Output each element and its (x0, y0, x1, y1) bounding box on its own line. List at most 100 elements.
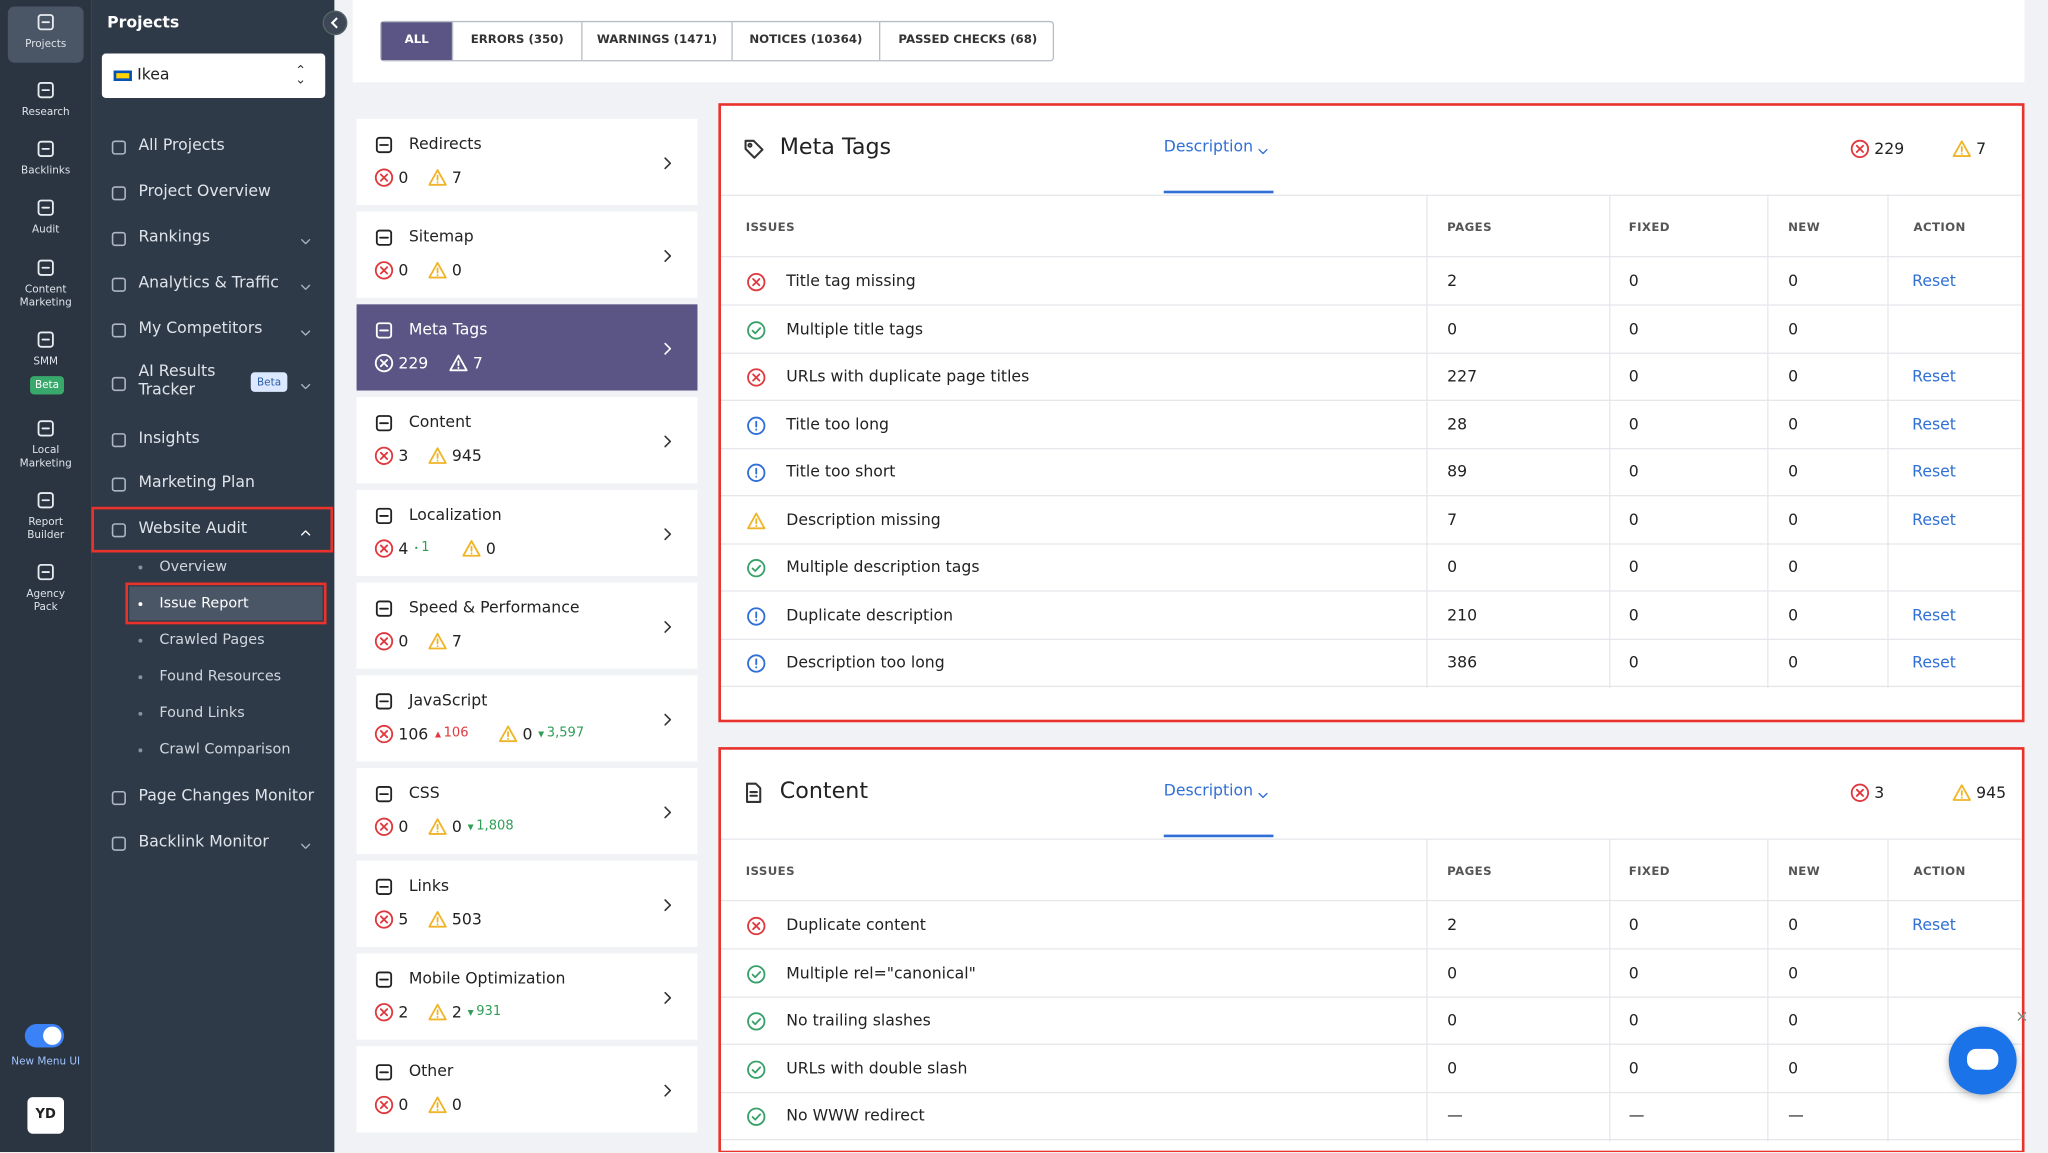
category-card[interactable]: JavaScript 106 ▲ 106 0 ▼ 3,597 (356, 675, 698, 762)
reset-link[interactable]: Reset (1912, 915, 1956, 934)
description-tab[interactable]: Description (1163, 137, 1274, 194)
filter-tabs: ALL ERRORS (350) WARNINGS (1471) NOTICES (1… (380, 20, 1055, 62)
category-card[interactable]: Redirects 0 7 (356, 118, 698, 206)
sidebar-subitem[interactable]: Crawled Pages (131, 627, 314, 653)
delta-arrow: ▲ (434, 730, 441, 740)
filter-tab[interactable]: NOTICES (10364) (731, 22, 879, 61)
sidebar-subitem[interactable]: Found Links (131, 700, 314, 726)
status-icon (746, 415, 767, 436)
count-value: 3 (398, 446, 409, 465)
sidebar-item[interactable]: Insights (102, 421, 324, 458)
sidebar-item[interactable]: Marketing Plan (102, 465, 324, 502)
rail-item[interactable]: SMM Beta (3, 324, 89, 395)
count-icon (374, 260, 395, 281)
count-icon (374, 1002, 395, 1023)
sidebar-item[interactable]: All Projects (102, 128, 324, 165)
sidebar-item[interactable]: Analytics & Traffic (102, 265, 324, 302)
cell-value: 0 (1788, 653, 1799, 672)
sidebar-item[interactable]: My Competitors (102, 311, 324, 348)
rail-item[interactable]: Local Marketing (3, 413, 89, 481)
cell-value: 0 (1628, 510, 1639, 529)
sidebar-item[interactable]: Backlink Monitor (102, 824, 324, 861)
count-icon (374, 538, 395, 559)
cell-value: 28 (1447, 414, 1468, 433)
rail-item[interactable]: Report Builder (3, 485, 89, 553)
cell-value: 0 (1788, 271, 1799, 290)
sidebar-label: Insights (138, 428, 200, 447)
filter-tab[interactable]: WARNINGS (1471) (581, 22, 731, 61)
sidebar-item[interactable]: Project Overview (102, 174, 324, 211)
warning-icon (1951, 138, 1972, 159)
row-divider (720, 590, 2022, 592)
reset-link[interactable]: Reset (1912, 510, 1956, 529)
bullet (138, 748, 143, 753)
sidebar-subitem[interactable]: Issue Report (131, 590, 314, 616)
category-card[interactable]: Links 5 503 (356, 860, 698, 947)
category-card[interactable]: Localization 4 • 1 0 (356, 489, 698, 576)
row-divider (720, 948, 2022, 950)
column-divider (1887, 838, 1889, 1141)
chat-close[interactable]: × (2015, 1007, 2029, 1026)
cell-value: 0 (1447, 319, 1458, 338)
rail-item[interactable]: Content Marketing (3, 252, 89, 320)
description-tab[interactable]: Description (1163, 781, 1274, 838)
rail-item[interactable]: Research (3, 74, 89, 142)
category-card[interactable]: Speed & Performance 0 7 (356, 582, 698, 669)
sidebar-item[interactable]: AI Results Tracker Beta (102, 362, 324, 401)
category-card[interactable]: Meta Tags 229 7 (356, 304, 698, 391)
column-divider (1767, 838, 1769, 1141)
category-card[interactable]: Other 0 0 (356, 1046, 698, 1133)
cell-value: 0 (1788, 414, 1799, 433)
filter-tab[interactable]: PASSED CHECKS (68) (879, 22, 1055, 61)
category-card[interactable]: CSS 0 0 ▼ 1,808 (356, 767, 698, 855)
sidebar-icon (110, 183, 128, 201)
menu-toggle[interactable] (24, 1023, 64, 1048)
sidebar-item[interactable]: Rankings (102, 219, 324, 256)
cell-value: 0 (1788, 319, 1799, 338)
filter-tab[interactable]: ERRORS (350) (451, 22, 581, 61)
issue-name: Title too long (786, 414, 889, 433)
chat-button[interactable] (1948, 1026, 2017, 1095)
category-icon (374, 598, 395, 619)
sidebar-subitem[interactable]: Crawl Comparison (131, 737, 314, 763)
rail-item[interactable]: Backlinks (3, 133, 89, 201)
column-header: FIXED (1628, 865, 1670, 880)
project-selector[interactable]: Ikea ⌃ ⌄ (101, 53, 326, 98)
rail-item[interactable]: Projects (3, 7, 89, 75)
cell-value: 0 (1628, 271, 1639, 290)
sidebar-item[interactable]: Website Audit (102, 511, 324, 548)
reset-link[interactable]: Reset (1912, 653, 1956, 672)
sidebar-item[interactable]: Page Changes Monitor (102, 778, 324, 815)
category-card[interactable]: Content 3 945 (356, 397, 698, 484)
sidebar-subitem[interactable]: Found Resources (131, 664, 314, 690)
cell-value: — (1447, 1106, 1463, 1125)
count-icon (427, 631, 448, 652)
collapse-button[interactable] (322, 10, 348, 36)
reset-link[interactable]: Reset (1912, 367, 1956, 386)
rail-item[interactable]: Agency Pack (3, 556, 89, 624)
category-card[interactable]: Sitemap 0 0 (356, 211, 698, 298)
row-divider (720, 495, 2022, 497)
cell-value: 0 (1628, 915, 1639, 934)
delta: ▼ 1,808 (468, 819, 514, 833)
avatar[interactable]: YD (27, 1097, 64, 1134)
filter-tab[interactable]: ALL (381, 22, 452, 61)
reset-link[interactable]: Reset (1912, 462, 1956, 481)
column-header: ISSUES (745, 222, 795, 236)
cell-value: 0 (1628, 367, 1639, 386)
rail-icon (35, 562, 56, 583)
select-arrows: ⌃ ⌄ (295, 63, 307, 88)
category-name: JavaScript (408, 690, 488, 710)
rail-item[interactable]: Audit (3, 192, 89, 260)
panel-icon (742, 781, 766, 805)
reset-link[interactable]: Reset (1912, 605, 1956, 624)
category-card[interactable]: Mobile Optimization 2 2 ▼ 931 (356, 953, 698, 1040)
status-icon (746, 653, 767, 674)
sidebar-subitem[interactable]: Overview (131, 554, 314, 580)
reset-link[interactable]: Reset (1912, 271, 1956, 290)
card-chevron (658, 524, 676, 542)
rail-label: SMM (33, 355, 59, 368)
column-header: ACTION (1913, 865, 1966, 880)
expand-chevron (298, 521, 314, 537)
reset-link[interactable]: Reset (1912, 414, 1956, 433)
